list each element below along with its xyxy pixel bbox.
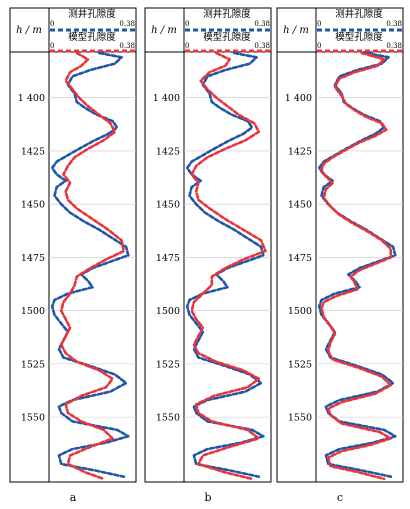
depth-tick-label: 1550 <box>288 413 312 424</box>
panel-a-depth-ticks: 1 400 1425 1450 1475 1500 1525 1550 <box>18 93 45 423</box>
legend-model-max: 0.38 <box>254 42 270 50</box>
depth-tick-label: 1475 <box>288 253 312 264</box>
legend-well-label: 测井孔隙度 <box>203 8 251 20</box>
panel-c: h / m 1 400 1425 1450 1475 1500 1525 1550 测井孔隙… <box>276 7 404 504</box>
legend-well-max: 0.38 <box>254 20 270 28</box>
panel-b-frame <box>144 7 272 483</box>
well-porosity-curve <box>185 51 265 478</box>
legend-well-min: 0 <box>317 20 321 28</box>
depth-tick-label: 1450 <box>21 200 45 211</box>
depth-tick-label: 1 400 <box>153 93 180 104</box>
model-porosity-curve <box>59 51 126 481</box>
legend-well-label: 测井孔隙度 <box>68 8 116 20</box>
depth-tick-label: 1550 <box>156 413 180 424</box>
panel-b-depth-ticks: 1 400 1425 1450 1475 1500 1525 1550 <box>153 93 180 423</box>
depth-tick-label: 1525 <box>21 359 45 370</box>
legend-model-label: 模型孔隙度 <box>68 31 116 43</box>
legend-model-min: 0 <box>50 42 54 50</box>
panel-c-frame <box>276 7 404 483</box>
legend-model-min: 0 <box>317 42 321 50</box>
depth-tick-label: 1500 <box>288 306 312 317</box>
legend-model-max: 0.38 <box>386 42 402 50</box>
panel-c-grid <box>316 97 403 418</box>
depth-tick-label: 1450 <box>288 200 312 211</box>
depth-tick-label: 1500 <box>21 306 45 317</box>
depth-tick-label: 1550 <box>21 413 45 424</box>
model-porosity-curve <box>320 51 393 481</box>
panel-a-plot <box>50 51 130 481</box>
y-axis-label: h / m <box>151 25 177 36</box>
panel-a: h / m 1 400 1425 1450 1475 1500 1525 1550 测井孔隙… <box>9 7 137 504</box>
depth-tick-label: 1 400 <box>285 93 312 104</box>
y-axis-label: h / m <box>16 25 42 36</box>
panel-label-a: a <box>70 491 77 504</box>
depth-tick-label: 1 400 <box>18 93 45 104</box>
panel-b-grid <box>184 97 271 418</box>
panel-c-depth-ticks: 1 400 1425 1450 1475 1500 1525 1550 <box>285 93 312 423</box>
panel-c-plot <box>317 51 397 481</box>
legend-well-min: 0 <box>185 20 189 28</box>
y-axis-label: h / m <box>283 25 309 36</box>
panel-label-c: c <box>337 491 343 504</box>
panel-label-b: b <box>204 491 211 504</box>
panel-a-grid <box>49 97 136 418</box>
depth-tick-label: 1425 <box>156 146 180 157</box>
legend-model-min: 0 <box>185 42 189 50</box>
depth-tick-label: 1475 <box>21 253 45 264</box>
panel-b: h / m 1 400 1425 1450 1475 1500 1525 1550 测井孔隙… <box>144 7 272 504</box>
legend-model-label: 模型孔隙度 <box>203 31 251 43</box>
legend-well-max: 0.38 <box>386 20 402 28</box>
depth-tick-label: 1425 <box>288 146 312 157</box>
legend-model-label: 模型孔隙度 <box>335 31 383 43</box>
depth-tick-label: 1425 <box>21 146 45 157</box>
legend-well-max: 0.38 <box>119 20 135 28</box>
legend-well-label: 测井孔隙度 <box>335 8 383 20</box>
depth-tick-label: 1525 <box>156 359 180 370</box>
model-porosity-curve <box>190 51 267 481</box>
depth-tick-label: 1525 <box>288 359 312 370</box>
legend-model-max: 0.38 <box>119 42 135 50</box>
depth-tick-label: 1450 <box>156 200 180 211</box>
legend-well-min: 0 <box>50 20 54 28</box>
panel-a-frame <box>9 7 137 483</box>
depth-tick-label: 1500 <box>156 306 180 317</box>
panel-b-plot <box>185 51 267 481</box>
depth-tick-label: 1475 <box>156 253 180 264</box>
well-porosity-curve <box>50 51 130 478</box>
